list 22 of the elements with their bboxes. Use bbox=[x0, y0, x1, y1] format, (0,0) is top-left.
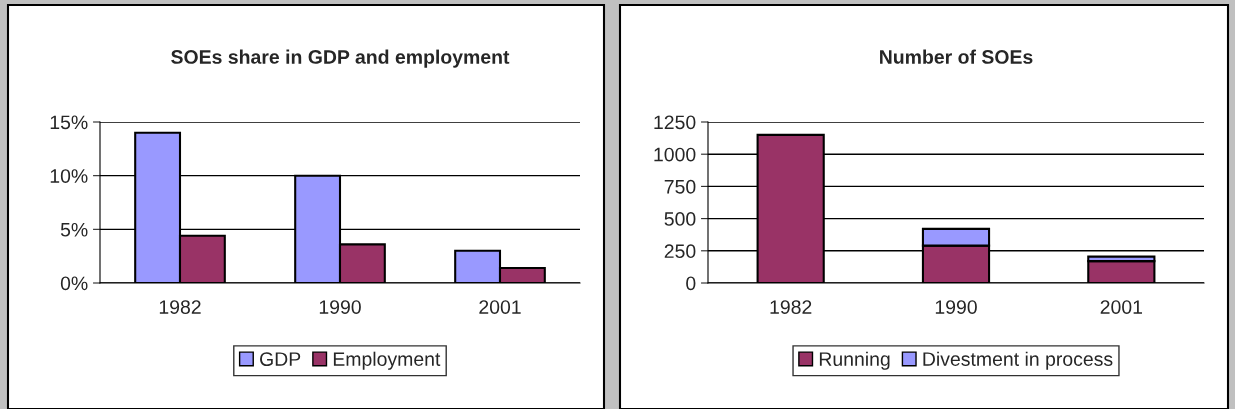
y-tick-label: 10% bbox=[50, 169, 88, 183]
y-tick-label: 1000 bbox=[654, 147, 696, 162]
chart-title: Number of SOEs bbox=[880, 49, 1033, 64]
y-tick-label: 15% bbox=[50, 115, 88, 130]
y-tick-label: 5% bbox=[60, 222, 88, 237]
x-tick-label: 1990 bbox=[935, 300, 977, 314]
x-tick-label: 1990 bbox=[319, 300, 361, 314]
legend-label: GDP bbox=[260, 352, 301, 366]
x-tick-label: 2001 bbox=[479, 300, 521, 314]
y-tick-label: 0% bbox=[60, 276, 88, 291]
x-tick-label: 1982 bbox=[159, 300, 201, 314]
y-tick-label: 0 bbox=[686, 276, 696, 291]
y-tick-label: 750 bbox=[664, 179, 696, 194]
x-tick-label: 2001 bbox=[1100, 300, 1143, 314]
y-tick-label: 500 bbox=[664, 212, 696, 226]
legend-label: Divestment in process bbox=[923, 351, 1113, 370]
y-tick-label: 250 bbox=[664, 244, 696, 259]
x-tick-label: 1982 bbox=[770, 300, 812, 314]
legend-label: Employment bbox=[333, 351, 441, 370]
y-tick-label: 1250 bbox=[654, 115, 696, 130]
chart-title: SOEs share in GDP and employment bbox=[171, 49, 510, 68]
legend-label: Running bbox=[819, 351, 890, 370]
